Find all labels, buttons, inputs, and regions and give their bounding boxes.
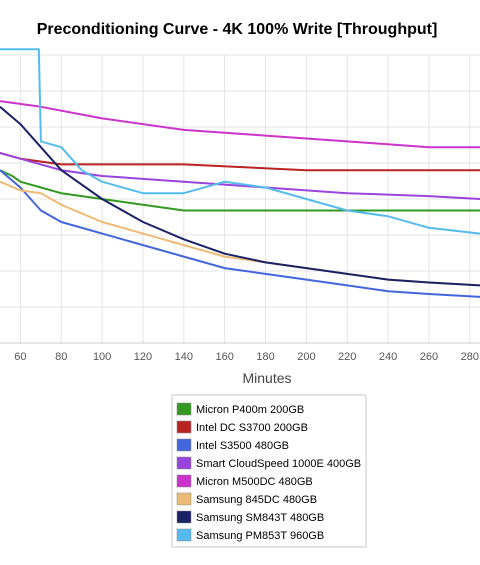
x-tick-label: 240: [379, 351, 397, 363]
x-tick-label: 160: [216, 351, 234, 363]
series-line-5: [0, 100, 480, 149]
series-line-8: [0, 48, 480, 235]
chart-title: Preconditioning Curve - 4K 100% Write [T…: [37, 21, 438, 38]
legend-box: [171, 394, 367, 548]
legend-swatch: [176, 510, 192, 524]
legend: Micron P400m 200GB Intel DC S3700 200GB In…: [171, 394, 367, 548]
legend-swatch: [176, 456, 192, 470]
x-tick-label: 180: [256, 351, 274, 363]
x-tick-label: 60: [14, 351, 26, 363]
legend-label: Micron M500DC 480GB: [196, 476, 313, 488]
x-tick-label: 200: [297, 351, 315, 363]
series-group: [0, 48, 480, 298]
legend-label: Samsung SM843T 480GB: [196, 512, 324, 524]
x-tick-label: 120: [134, 351, 152, 363]
x-tick-label: 260: [420, 351, 438, 363]
legend-label: Samsung 845DC 480GB: [196, 494, 317, 506]
x-axis-label: Minutes: [242, 370, 291, 386]
x-tick-label: 80: [55, 351, 67, 363]
series-line-1: [0, 169, 480, 212]
legend-swatch: [176, 402, 192, 416]
legend-swatch: [176, 474, 192, 488]
series-line-3: [0, 169, 480, 298]
x-tick-label: 140: [175, 351, 193, 363]
legend-label: Intel S3500 480GB: [196, 440, 289, 452]
legend-label: Smart CloudSpeed 1000E 400GB: [196, 458, 361, 470]
legend-label: Intel DC S3700 200GB: [196, 422, 308, 434]
legend-swatch: [176, 492, 192, 506]
x-tick-label: 280: [461, 351, 479, 363]
legend-label: Samsung PM853T 960GB: [196, 530, 324, 542]
x-tick-labels: 60 80 100 120 140 160 180 200 220 240 260 280: [14, 351, 479, 363]
legend-swatch: [176, 528, 192, 542]
legend-label: Micron P400m 200GB: [196, 404, 304, 416]
x-tick-label: 220: [338, 351, 356, 363]
series-line-4: [0, 151, 480, 200]
legend-swatch: [176, 438, 192, 452]
series-line-7: [0, 106, 480, 287]
legend-swatch: [176, 420, 192, 434]
x-tick-label: 100: [93, 351, 111, 363]
